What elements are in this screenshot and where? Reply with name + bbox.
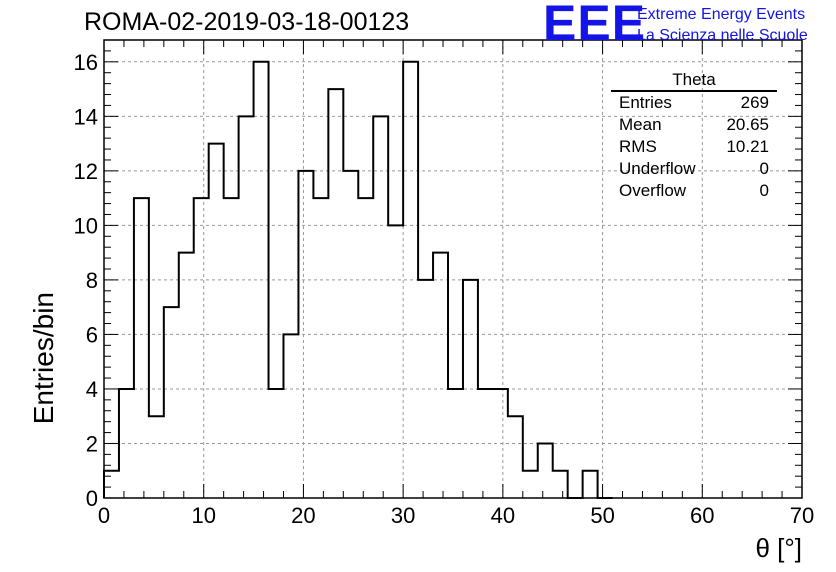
stats-row: Entries 269 bbox=[611, 92, 777, 114]
stats-label: Entries bbox=[619, 93, 672, 112]
histogram-bin bbox=[134, 198, 149, 498]
x-tick-label: 10 bbox=[191, 503, 215, 528]
histogram-bin bbox=[298, 171, 313, 498]
histogram-bin bbox=[179, 253, 194, 498]
histogram-bin bbox=[418, 280, 433, 498]
histogram-bin bbox=[104, 471, 119, 498]
y-tick-label: 2 bbox=[86, 431, 98, 456]
histogram-bin bbox=[463, 280, 478, 498]
logo-caption-line1: Extreme Energy Events bbox=[637, 6, 806, 23]
stats-box: Theta Entries 269 Mean 20.65 RMS 10.21 U… bbox=[611, 70, 777, 202]
y-tick-label: 12 bbox=[74, 159, 98, 184]
histogram-series bbox=[103, 60, 613, 499]
histogram-bin bbox=[388, 225, 403, 498]
histogram-bin bbox=[523, 471, 538, 498]
logo-caption: Extreme Energy Events La Scienza nelle S… bbox=[637, 4, 808, 46]
histogram-bin bbox=[358, 198, 373, 498]
x-tick-label: 0 bbox=[98, 503, 110, 528]
eee-logo: EEE bbox=[543, 0, 647, 51]
x-tick-labels: 0 10 20 30 40 50 60 70 bbox=[98, 503, 814, 528]
histogram-bin bbox=[194, 198, 209, 498]
x-tick-label: 30 bbox=[391, 503, 415, 528]
stats-row: Underflow 0 bbox=[611, 158, 777, 180]
y-tick-label: 0 bbox=[86, 486, 98, 511]
stats-value: 20.65 bbox=[726, 115, 769, 134]
histogram-bin bbox=[373, 116, 388, 498]
y-tick-label: 6 bbox=[86, 322, 98, 347]
histogram-bin bbox=[239, 116, 254, 498]
y-axis-label-wrap: Entries/bin bbox=[8, 180, 59, 424]
stats-value: 0 bbox=[759, 159, 769, 178]
histogram-bin bbox=[478, 389, 493, 498]
stats-row: Mean 20.65 bbox=[611, 114, 777, 136]
histogram-bin bbox=[164, 307, 179, 498]
stats-value: 0 bbox=[759, 181, 769, 200]
stats-row: RMS 10.21 bbox=[611, 136, 777, 158]
histogram-bin bbox=[283, 334, 298, 498]
histogram-bin bbox=[119, 389, 134, 498]
y-tick-label: 10 bbox=[74, 213, 98, 238]
x-tick-label: 60 bbox=[690, 503, 714, 528]
stats-box-title: Theta bbox=[611, 70, 777, 92]
chart-title: ROMA-02-2019-03-18-00123 bbox=[84, 8, 410, 36]
y-tick-labels: 0 2 4 6 8 10 12 14 16 bbox=[74, 50, 98, 511]
histogram-bin bbox=[224, 198, 239, 498]
histogram-bin bbox=[328, 89, 343, 498]
histogram-bin bbox=[313, 198, 328, 498]
histogram-bin bbox=[149, 416, 164, 498]
histogram-bin bbox=[583, 471, 598, 498]
logo-caption-line2: La Scienza nelle Scuole bbox=[637, 27, 808, 44]
x-tick-label: 40 bbox=[491, 503, 515, 528]
stats-label: RMS bbox=[619, 137, 657, 156]
axes bbox=[103, 39, 803, 499]
histogram-bin bbox=[209, 144, 224, 498]
stats-label: Overflow bbox=[619, 181, 687, 200]
y-tick-label: 16 bbox=[74, 50, 98, 75]
histogram-bin bbox=[448, 389, 463, 498]
histogram-bin bbox=[493, 389, 508, 498]
stats-row: Overflow 0 bbox=[611, 180, 777, 202]
histogram-bin bbox=[553, 471, 568, 498]
histogram-bin bbox=[254, 62, 269, 498]
y-tick-label: 14 bbox=[74, 104, 98, 129]
histogram-bin bbox=[508, 416, 523, 498]
histogram-bin bbox=[403, 62, 418, 498]
stats-label: Underflow bbox=[619, 159, 696, 178]
stats-label: Mean bbox=[619, 115, 662, 134]
stats-value: 10.21 bbox=[726, 137, 769, 156]
histogram-bin bbox=[433, 253, 448, 498]
histogram-bin bbox=[269, 389, 284, 498]
x-tick-label: 70 bbox=[790, 503, 814, 528]
x-tick-label: 50 bbox=[590, 503, 614, 528]
histogram-bin bbox=[538, 443, 553, 498]
y-tick-label: 8 bbox=[86, 268, 98, 293]
histogram-outline bbox=[103, 60, 613, 499]
x-tick-label: 20 bbox=[291, 503, 315, 528]
histogram-bin bbox=[343, 171, 358, 498]
stats-value: 269 bbox=[740, 93, 769, 112]
y-tick-label: 4 bbox=[86, 377, 98, 402]
x-axis-label: θ [°] bbox=[755, 533, 802, 563]
y-axis-label: Entries/bin bbox=[28, 292, 59, 425]
